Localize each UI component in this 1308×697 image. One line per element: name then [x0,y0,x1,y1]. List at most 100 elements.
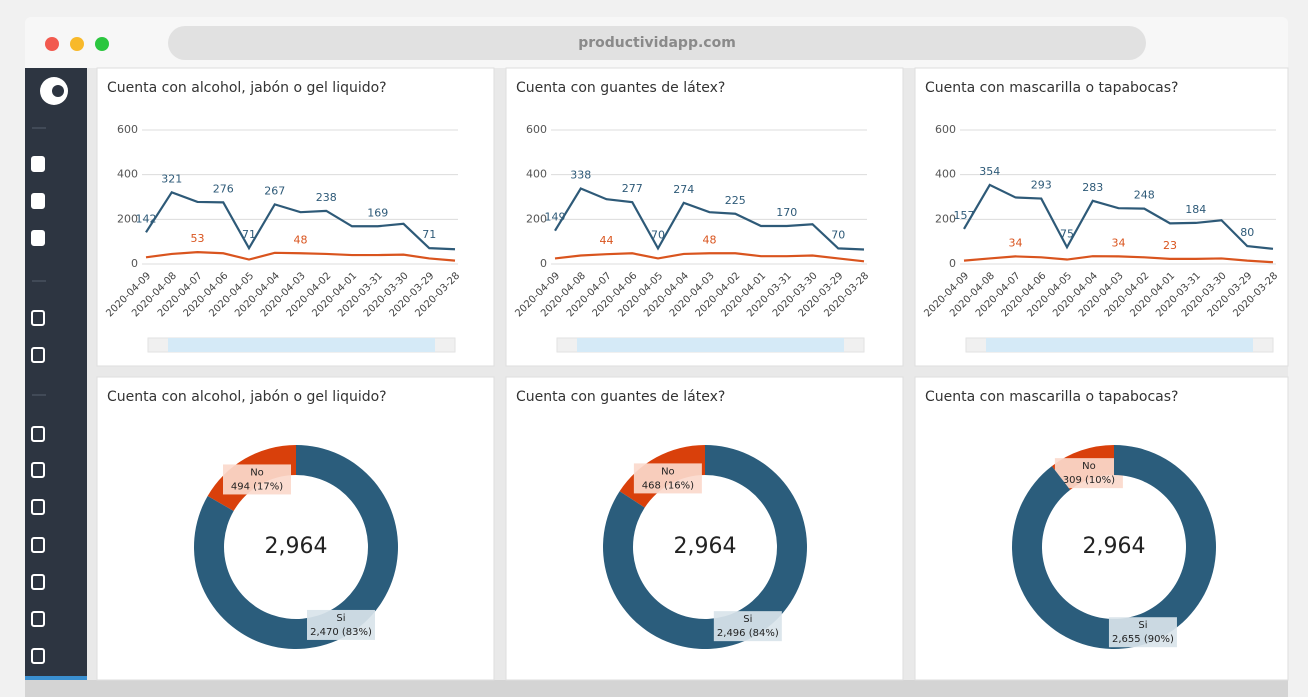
y-tick-label: 400 [526,168,547,181]
y-tick-label: 200 [935,212,956,225]
data-label: 75 [1060,227,1074,240]
sidebar-icon [31,230,45,246]
slice-label: No [1082,461,1096,472]
data-label: 34 [1112,236,1126,249]
y-tick-label: 400 [935,168,956,181]
line-series [145,190,456,251]
sidebar-icon [31,193,45,209]
sidebar-icon [31,310,45,326]
sidebar-icon [31,156,45,172]
data-label-box [223,464,291,495]
line-series [554,187,865,251]
data-label: 293 [1031,179,1052,192]
chart-title: Cuenta con guantes de látex? [516,80,725,96]
scrollbar-thumb [577,338,844,352]
data-label: 23 [1163,239,1177,252]
chart-title: Cuenta con guantes de látex? [516,389,725,405]
donut-total: 2,964 [265,534,328,559]
panel [96,67,495,367]
slice-label: Si [1138,620,1147,631]
slice-label: Si [743,614,752,625]
y-tick-label: 200 [117,212,138,225]
sidebar-indicator [25,676,87,680]
data-label: 274 [673,183,694,196]
scrollbar-thumb [168,338,435,352]
y-tick-label: 600 [117,123,138,136]
donut-total: 2,964 [1083,534,1146,559]
slice-label: No [250,467,264,478]
sidebar-icon [31,499,45,515]
sidebar-icon [31,574,45,590]
donut-total: 2,964 [674,534,737,559]
data-label: 276 [213,182,234,195]
data-label-box [1054,458,1123,489]
footer [25,680,1288,697]
data-label-box [633,463,702,494]
data-label: 142 [136,212,157,225]
data-label: 157 [954,209,975,222]
data-label: 321 [161,172,182,185]
sidebar-icons [31,156,45,664]
sidebar-icon [31,537,45,553]
data-label: 149 [545,211,566,224]
close-button[interactable] [45,37,59,51]
sidebar-icon [31,426,45,442]
line-series [145,251,456,262]
panel [505,67,904,367]
scrollbar-thumb [986,338,1253,352]
data-label: 53 [191,232,205,245]
y-tick-label: 400 [117,168,138,181]
data-label: 70 [831,228,845,241]
slice-label: No [661,466,675,477]
data-label-box [307,609,375,640]
y-tick-label: 0 [131,257,138,270]
data-label: 169 [367,206,388,219]
data-label: 184 [1185,203,1206,216]
sidebar-icon [31,347,45,363]
data-label: 267 [264,184,285,197]
data-label: 2,655 (90%) [1112,634,1174,645]
data-label-box [1108,617,1177,648]
address-bar[interactable] [168,26,1146,60]
data-label: 34 [1009,236,1023,249]
maximize-button[interactable] [95,37,109,51]
y-tick-label: 0 [949,257,956,270]
y-tick-label: 600 [935,123,956,136]
y-tick-label: 0 [540,257,547,270]
logo [40,77,68,105]
chart-title: Cuenta con alcohol, jabón o gel liquido? [107,80,387,96]
data-label: 338 [570,169,591,182]
line-series [963,183,1274,250]
donut-slice [193,445,398,649]
chart-title: Cuenta con alcohol, jabón o gel liquido? [107,389,387,405]
line-series [963,255,1274,264]
slice-label: Si [336,613,345,624]
data-label: 170 [776,206,797,219]
donut-slice [603,445,807,650]
data-label: 283 [1082,181,1103,194]
sidebar-icon [31,611,45,627]
data-label: 48 [703,233,717,246]
data-label: 2,496 (84%) [717,628,779,639]
data-label: 248 [1134,189,1155,202]
minimize-button[interactable] [70,37,84,51]
data-label: 48 [294,233,308,246]
y-tick-label: 200 [526,212,547,225]
data-label: 71 [422,228,436,241]
data-label: 44 [600,234,614,247]
data-label: 2,470 (83%) [310,627,372,638]
sidebar-icon [31,462,45,478]
sidebar-icon [31,648,45,664]
data-label: 80 [1240,226,1254,239]
data-label: 71 [242,228,256,241]
data-label: 309 (10%) [1063,475,1115,486]
url: productividapp.com [578,35,736,51]
y-tick-label: 600 [526,123,547,136]
data-label: 354 [979,165,1000,178]
data-label: 277 [622,182,643,195]
panel [914,67,1289,367]
data-label-box [713,611,782,642]
data-label: 238 [316,191,337,204]
data-label: 494 (17%) [231,481,283,492]
